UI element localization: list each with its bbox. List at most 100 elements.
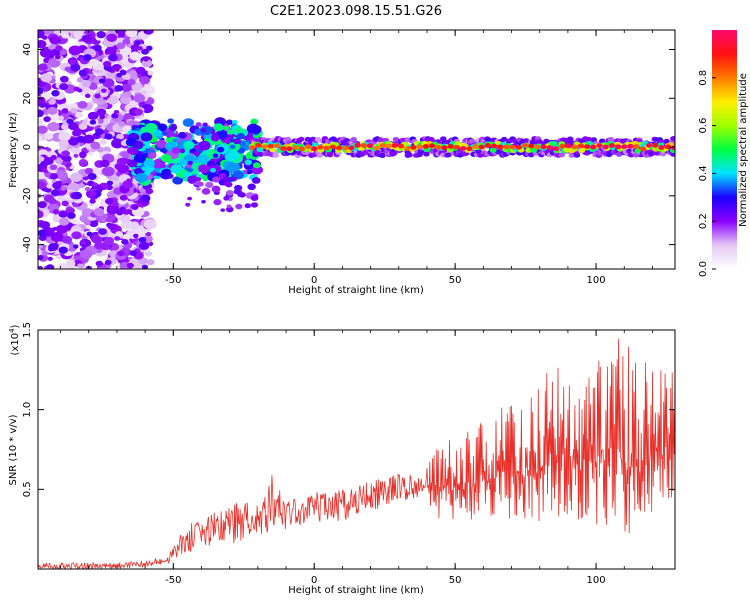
- spectrogram-point: [540, 144, 547, 150]
- spectrogram-point: [231, 176, 237, 182]
- spectrogram-point: [58, 246, 68, 254]
- spectrogram-point: [60, 186, 67, 191]
- spectrogram-point: [213, 123, 224, 132]
- spectrogram-point: [128, 147, 138, 156]
- spectrogram-point: [84, 93, 91, 99]
- spectrogram-point: [82, 134, 95, 144]
- spectrogram-point: [633, 143, 640, 149]
- spectrogram-point: [89, 220, 99, 228]
- spectrogram-point: [404, 146, 411, 151]
- spectrogram-point: [664, 144, 671, 150]
- spectrogram-point: [101, 88, 107, 93]
- spectrogram-point: [255, 142, 262, 148]
- spectrogram-point: [165, 130, 175, 139]
- spectrogram-point: [304, 144, 312, 150]
- spectrogram-point: [38, 201, 47, 209]
- spectrogram-point: [213, 199, 222, 206]
- spectrogram-point: [490, 143, 498, 149]
- spectrogram-point: [140, 194, 151, 203]
- spectrogram-point: [49, 36, 60, 44]
- spectrogram-point: [89, 119, 97, 125]
- spectrogram-point: [83, 219, 91, 226]
- spectrogram-point: [116, 42, 126, 50]
- spectrogram-point: [121, 239, 129, 245]
- spectrogram-point: [55, 170, 68, 180]
- spectrogram-point: [49, 173, 59, 180]
- colorbar-label: Normalized spectral amplitude: [738, 73, 749, 227]
- spectrogram-point: [134, 172, 148, 183]
- spectrogram-point: [140, 90, 148, 96]
- spectrogram-point: [435, 144, 442, 150]
- spectrogram-point: [40, 221, 51, 229]
- spectrogram-point: [172, 138, 178, 143]
- spectrogram-point: [161, 168, 172, 177]
- spectrogram-point: [205, 181, 214, 188]
- spectrogram-point: [298, 136, 305, 142]
- spectrogram-point: [178, 158, 187, 165]
- spectrogram-point: [645, 142, 653, 148]
- spectrogram-point: [329, 144, 336, 150]
- spectrogram-point: [410, 145, 417, 150]
- spectrogram-point: [127, 159, 138, 168]
- spectrogram-point: [46, 182, 54, 189]
- spectrogram-point: [546, 145, 553, 151]
- spectrogram-point: [106, 33, 118, 42]
- chart-title: C2E1.2023.098.15.51.G26: [270, 4, 442, 19]
- spectrogram-point: [615, 151, 623, 157]
- snr-y-tick-label: 1.0: [22, 402, 33, 418]
- spectrogram-point: [246, 123, 260, 134]
- spectrogram-point: [38, 229, 47, 237]
- spectrogram-point: [70, 107, 78, 114]
- spectrogram-point: [61, 200, 69, 207]
- spectrogram-point: [71, 231, 82, 240]
- spectrogram-point: [45, 84, 52, 90]
- spectrogram-point: [596, 143, 603, 148]
- spectrogram-point: [249, 145, 256, 151]
- spectrogram-point: [652, 142, 659, 148]
- spectrogram-point: [172, 176, 184, 185]
- spectrogram-point: [50, 155, 57, 160]
- spectrogram-point: [102, 78, 115, 88]
- spectrogram-point: [543, 138, 550, 144]
- spectrogram-point: [552, 146, 560, 152]
- spectrogram-point: [126, 262, 134, 269]
- spectrogram-point: [114, 236, 121, 241]
- spectrogram-point: [250, 194, 259, 201]
- spectrogram-point: [185, 202, 191, 207]
- spectrogram-x-ticks: -50 0 50 100: [60, 30, 653, 286]
- spectrogram-point: [590, 144, 597, 150]
- spectrogram-point: [211, 185, 221, 193]
- spectrogram-point: [373, 145, 380, 151]
- spectrogram-point: [220, 208, 226, 212]
- spectrogram-point: [195, 186, 201, 191]
- spectrogram-point: [391, 143, 398, 148]
- spectrogram-point: [48, 198, 57, 205]
- spectrogram-y-tick-label: -40: [22, 236, 33, 252]
- snr-x-tick-label: -50: [165, 575, 181, 586]
- spectrogram-point: [99, 115, 106, 120]
- spectrogram-x-axis-label: Height of straight line (km): [288, 285, 424, 296]
- spectrogram-point: [223, 196, 230, 201]
- spectrogram-point: [534, 144, 541, 150]
- spectrogram-point: [250, 202, 259, 208]
- spectrogram-point: [422, 144, 429, 149]
- spectrogram-point: [67, 182, 80, 193]
- spectrogram-point: [484, 142, 491, 148]
- spectrogram-point: [43, 116, 51, 123]
- spectrogram-point: [428, 143, 436, 149]
- spectrogram-point: [528, 143, 535, 149]
- spectrogram-point: [639, 146, 646, 152]
- spectrogram-point: [70, 146, 81, 154]
- spectrogram-point: [72, 129, 82, 137]
- spectrogram-point: [187, 160, 193, 165]
- spectrogram-point: [583, 144, 591, 149]
- spectrogram-point: [304, 136, 312, 142]
- spectrogram-point: [138, 236, 147, 243]
- spectrogram-point: [447, 144, 454, 149]
- spectrogram-point: [47, 121, 60, 132]
- spectrogram-point: [177, 131, 187, 139]
- spectrogram-point: [38, 249, 42, 254]
- spectrogram-point: [133, 233, 139, 238]
- spectrogram-point: [550, 140, 558, 147]
- spectrogram-point: [56, 255, 62, 260]
